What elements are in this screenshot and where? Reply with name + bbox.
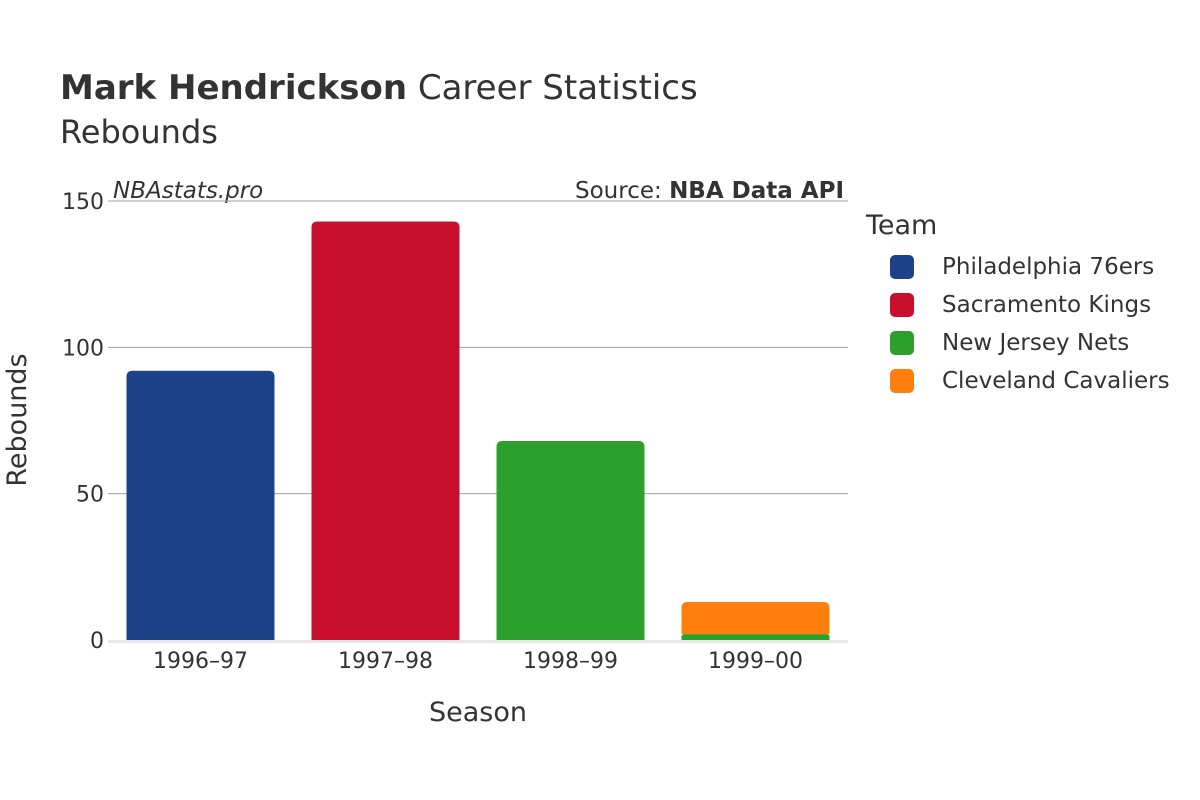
y-tick-label: 150	[62, 190, 104, 215]
title-suffix: Career Statistics	[407, 68, 698, 108]
y-axis-title: Rebounds	[2, 353, 33, 486]
legend-item[interactable]: New Jersey Nets	[866, 324, 1170, 362]
bar	[311, 221, 460, 640]
legend-swatch	[890, 293, 914, 317]
x-tick-label: 1999–00	[708, 649, 803, 674]
legend-swatch	[890, 369, 914, 393]
player-name: Mark Hendrickson	[60, 68, 408, 108]
bar	[681, 601, 830, 635]
chart-subtitle: Rebounds	[60, 113, 218, 151]
source-prefix: Source:	[575, 178, 670, 204]
bar	[496, 440, 645, 640]
brand-watermark: NBAstats.pro	[113, 178, 264, 204]
bar	[681, 634, 830, 640]
legend: Team Philadelphia 76ers Sacramento Kings N…	[866, 208, 1170, 400]
legend-item[interactable]: Philadelphia 76ers	[866, 248, 1170, 286]
y-tick-label: 0	[90, 629, 104, 654]
x-tick-label: 1998–99	[523, 649, 618, 674]
legend-label: New Jersey Nets	[942, 330, 1130, 356]
source-name: NBA Data API	[669, 178, 844, 204]
legend-swatch	[890, 255, 914, 279]
legend-label: Philadelphia 76ers	[942, 254, 1155, 280]
legend-items: Philadelphia 76ers Sacramento Kings New Je…	[866, 248, 1170, 400]
bar	[126, 370, 275, 640]
chart-title: Mark Hendrickson Career Statistics	[60, 68, 698, 108]
x-axis-title: Season	[429, 697, 527, 728]
legend-item[interactable]: Sacramento Kings	[866, 286, 1170, 324]
legend-title: Team	[866, 210, 938, 241]
legend-swatch	[890, 331, 914, 355]
legend-label: Cleveland Cavaliers	[942, 368, 1170, 394]
x-tick-label: 1996–97	[153, 649, 248, 674]
x-tick-label: 1997–98	[338, 649, 433, 674]
source-credit: Source: NBA Data API	[575, 178, 844, 204]
legend-label: Sacramento Kings	[942, 292, 1152, 318]
y-tick-label: 50	[76, 483, 104, 508]
y-tick-label: 100	[62, 336, 104, 361]
legend-item[interactable]: Cleveland Cavaliers	[866, 362, 1170, 400]
